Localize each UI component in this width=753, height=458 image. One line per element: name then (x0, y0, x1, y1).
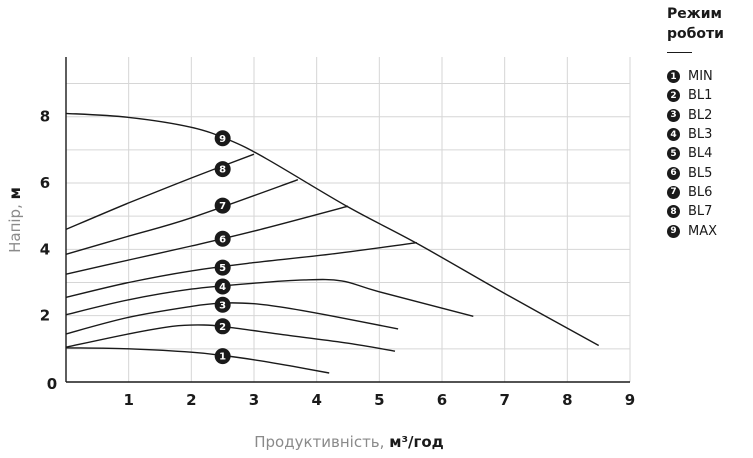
marker-circle (214, 296, 231, 313)
legend-badge: 1 (667, 70, 680, 84)
marker-label: 9 (219, 134, 226, 145)
y-axis-ticks: 2 4 6 8 (40, 108, 50, 325)
marker-circle (214, 197, 231, 214)
x-tick-label: 6 (437, 391, 447, 409)
y-tick-label: 8 (40, 108, 50, 126)
series-line-bl4 (65, 242, 417, 299)
y-tick-label: 4 (40, 240, 50, 258)
x-tick-label: 0 (47, 375, 57, 393)
series-marker-6: 6 (214, 230, 231, 247)
marker-circle (214, 318, 231, 335)
legend-badge: 9 (667, 224, 680, 238)
x-tick-label: 5 (374, 391, 384, 409)
series-marker-8: 8 (214, 161, 231, 178)
x-tick-label: 3 (249, 391, 259, 409)
legend-item-min: 1 MIN (667, 67, 751, 86)
legend-badge: 3 (667, 108, 680, 122)
marker-circle (214, 278, 231, 295)
legend-label: BL6 (688, 184, 713, 200)
axes (65, 57, 630, 383)
series-line-bl3 (65, 278, 474, 317)
series-line-min (65, 347, 330, 374)
marker-label: 3 (219, 300, 226, 311)
legend-badge: 4 (667, 128, 680, 142)
legend-label: MIN (688, 69, 713, 85)
marker-label: 1 (219, 352, 226, 363)
legend-item-bl7: 8 BL7 (667, 202, 751, 221)
series-marker-3: 3 (214, 296, 231, 313)
marker-label: 2 (219, 322, 226, 333)
legend-badge: 8 (667, 205, 680, 219)
series-lines (65, 112, 600, 374)
legend-item-bl1: 2 BL1 (667, 86, 751, 105)
series-line-max (65, 112, 600, 347)
x-tick-label: 1 (123, 391, 133, 409)
legend-item-bl5: 6 BL5 (667, 163, 751, 182)
legend-item-bl6: 7 BL6 (667, 183, 751, 202)
y-axis-label: Напір, м (6, 187, 24, 253)
x-axis-label-text: Продуктивність, (254, 433, 389, 451)
x-tick-label: 2 (186, 391, 196, 409)
y-tick-label: 6 (40, 174, 50, 192)
grid (66, 57, 631, 382)
marker-circle (214, 348, 231, 365)
legend-label: BL2 (688, 107, 713, 123)
legend-label: BL7 (688, 204, 713, 220)
legend-label: BL4 (688, 146, 713, 162)
marker-label: 4 (219, 282, 226, 293)
legend-label: BL5 (688, 165, 713, 181)
legend-item-max: 9 MAX (667, 221, 751, 240)
series-line-bl2 (65, 302, 399, 335)
x-axis-unit: м³/год (389, 433, 444, 451)
series-marker-7: 7 (214, 197, 231, 214)
legend-label: BL1 (688, 88, 713, 104)
legend-items: 1 MIN 2 BL1 3 BL2 4 BL3 5 BL4 6 BL5 7 BL6 8 BL7 9 MAX (667, 67, 751, 241)
x-tick-label: 7 (499, 391, 509, 409)
legend-badge: 5 (667, 147, 680, 161)
marker-circle (214, 161, 231, 178)
legend-title: Режим роботи (667, 6, 724, 42)
legend-badge: 7 (667, 185, 680, 199)
series-marker-1: 1 (214, 348, 231, 365)
y-axis-unit: м (6, 187, 24, 199)
marker-label: 8 (219, 165, 226, 176)
legend-badge: 6 (667, 166, 680, 180)
series-line-bl6 (65, 179, 299, 255)
x-axis-ticks: 0 1 2 3 4 5 6 7 8 9 (47, 375, 635, 409)
legend-label: BL3 (688, 127, 713, 143)
series-marker-4: 4 (214, 278, 231, 295)
series-markers: 1 2 3 4 5 6 7 8 9 (214, 130, 231, 365)
legend-divider (667, 52, 692, 53)
series-line-bl1 (65, 324, 396, 352)
legend-badge: 2 (667, 89, 680, 103)
marker-label: 7 (219, 201, 226, 212)
marker-circle (214, 230, 231, 247)
x-tick-label: 4 (311, 391, 321, 409)
legend-item-bl4: 5 BL4 (667, 144, 751, 163)
legend-item-bl3: 4 BL3 (667, 125, 751, 144)
series-marker-9: 9 (214, 130, 231, 147)
marker-label: 5 (219, 263, 226, 274)
x-axis-label: Продуктивність, м³/год (254, 433, 444, 451)
y-axis-label-text: Напір, (6, 199, 24, 253)
x-tick-label: 9 (625, 391, 635, 409)
marker-circle (214, 259, 231, 276)
legend: Режим роботи 1 MIN 2 BL1 3 BL2 4 BL3 5 BL4 6 BL5 7 BL… (667, 4, 751, 241)
series-marker-2: 2 (214, 318, 231, 335)
x-tick-label: 8 (562, 391, 572, 409)
series-line-bl5 (65, 205, 349, 275)
marker-label: 6 (219, 234, 226, 245)
legend-item-bl2: 3 BL2 (667, 106, 751, 125)
marker-circle (214, 130, 231, 147)
series-marker-5: 5 (214, 259, 231, 276)
legend-label: MAX (688, 223, 718, 239)
y-tick-label: 2 (40, 307, 50, 325)
